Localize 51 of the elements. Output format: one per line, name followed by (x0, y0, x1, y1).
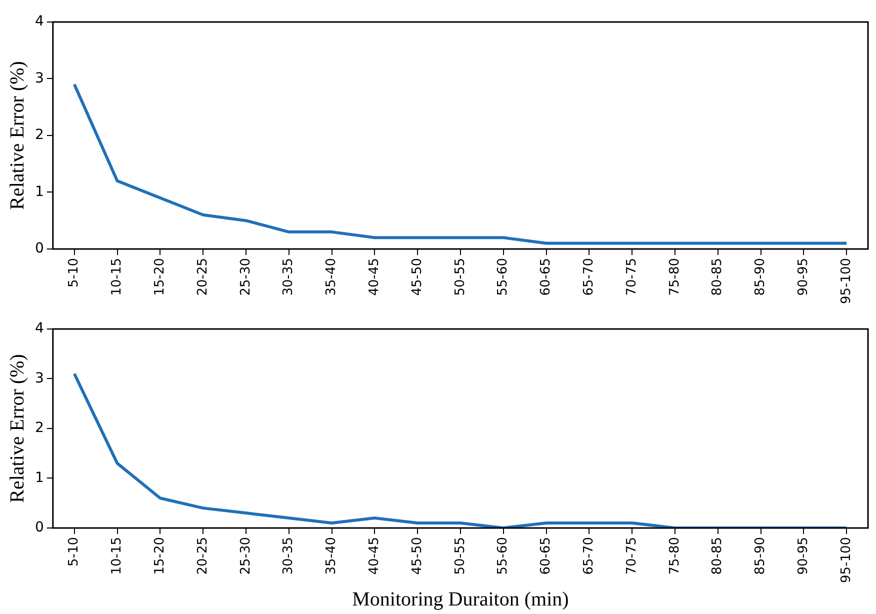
x-tick-label: 45-50 (410, 258, 425, 296)
x-tick-label: 80-85 (710, 536, 726, 575)
x-tick-label: 40-45 (367, 536, 382, 575)
x-tick-label: 50-55 (452, 536, 468, 575)
y-tick-label: 4 (34, 14, 44, 30)
x-tick-label: 25-30 (238, 536, 254, 575)
x-tick-label: 5-10 (66, 536, 82, 566)
y-tick-label: 1 (34, 470, 44, 486)
x-tick-label: 55-60 (496, 258, 511, 296)
x-tick-label: 90-95 (796, 258, 812, 296)
x-tick-label: 65-70 (582, 258, 597, 296)
x-tick-label: 15-20 (152, 258, 168, 296)
x-tick-label: 60-65 (538, 536, 554, 575)
x-tick-label: 5-10 (66, 258, 82, 288)
x-tick-label: 30-35 (281, 258, 296, 296)
x-tick-label: 95-100 (838, 258, 854, 304)
x-tick-label: 75-80 (667, 536, 682, 575)
y-tick-label: 2 (34, 420, 44, 436)
y-axis-title: Relative Error (%) (6, 354, 28, 503)
x-tick-label: 35-40 (324, 258, 340, 296)
x-tick-label: 75-80 (667, 258, 682, 296)
x-tick-label: 50-55 (452, 258, 468, 296)
x-tick-label: 85-90 (753, 536, 768, 575)
y-tick-label: 0 (34, 240, 44, 257)
x-tick-label: 25-30 (238, 258, 254, 296)
x-tick-label: 65-70 (582, 536, 597, 575)
y-tick-label: 1 (34, 184, 44, 200)
x-tick-label: 80-85 (710, 258, 726, 296)
x-tick-label: 70-75 (624, 536, 640, 575)
x-tick-label: 10-15 (110, 258, 125, 296)
x-tick-label: 15-20 (152, 536, 168, 575)
x-tick-label: 85-90 (753, 258, 768, 296)
x-tick-label: 35-40 (324, 536, 340, 575)
x-axis-title: Monitoring Duraiton (min) (352, 588, 569, 610)
x-tick-label: 10-15 (110, 536, 125, 575)
y-tick-label: 3 (34, 70, 44, 86)
x-tick-label: 70-75 (624, 258, 640, 296)
x-tick-label: 60-65 (538, 258, 554, 296)
y-axis-title: Relative Error (%) (6, 61, 28, 210)
x-tick-label: 20-25 (195, 258, 210, 296)
y-tick-label: 3 (34, 370, 44, 386)
x-tick-label: 30-35 (281, 536, 296, 575)
x-tick-label: 40-45 (367, 258, 382, 296)
x-tick-label: 90-95 (796, 536, 812, 575)
y-tick-label: 4 (34, 320, 44, 337)
y-tick-label: 2 (34, 127, 44, 144)
x-tick-label: 95-100 (838, 536, 854, 583)
y-tick-label: 0 (34, 520, 44, 536)
x-tick-label: 55-60 (496, 536, 511, 575)
x-tick-label: 20-25 (195, 536, 210, 575)
x-tick-label: 45-50 (410, 536, 425, 575)
